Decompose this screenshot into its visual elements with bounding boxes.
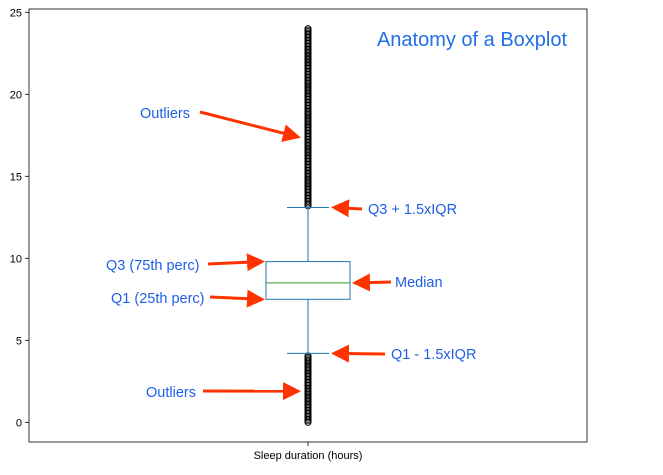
arrow-q1: [210, 297, 262, 299]
y-tick-label: 10: [10, 253, 22, 265]
annotation-q1-whisker: Q1 - 1.5xIQR: [391, 347, 476, 363]
figure-title: Anatomy of a Boxplot: [377, 29, 568, 51]
x-tick-label: Sleep duration (hours): [254, 450, 363, 462]
annotation-q3: Q3 (75th perc): [106, 258, 200, 274]
arrow-q3: [208, 262, 262, 264]
y-tick-label: 15: [10, 171, 22, 183]
arrow-outliers-high: [200, 112, 298, 137]
annotation-outliers-low: Outliers: [146, 385, 196, 401]
y-axis: 0 5 10 15 20 25: [10, 7, 29, 429]
annotation-q3-whisker: Q3 + 1.5xIQR: [368, 202, 457, 218]
y-tick-label: 25: [10, 7, 22, 19]
iqr-box: [266, 262, 350, 300]
arrow-median: [355, 282, 391, 283]
annotation-outliers-high: Outliers: [140, 106, 190, 122]
y-tick-label: 0: [16, 417, 22, 429]
arrow-q1-whisker: [334, 353, 385, 354]
annotation-q1: Q1 (25th perc): [111, 291, 205, 307]
box-group: [266, 207, 350, 353]
y-tick-label: 5: [16, 335, 22, 347]
arrow-q3-whisker: [334, 207, 362, 209]
annotations: Outliers Q3 + 1.5xIQR Q3 (75th perc) Median…: [106, 106, 476, 401]
annotation-median: Median: [395, 275, 443, 291]
y-tick-label: 20: [10, 89, 22, 101]
